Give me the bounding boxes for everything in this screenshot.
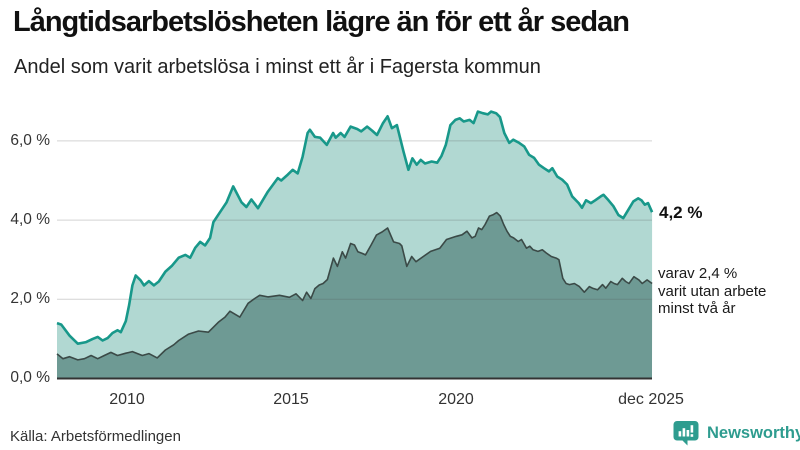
y-axis-tick-6: 6,0 % xyxy=(10,132,50,149)
newsworthy-brand: Newsworthy xyxy=(672,419,800,447)
chart-subtitle: Andel som varit arbetslösa i minst ett å… xyxy=(14,56,541,78)
series2-annotation-line3: minst två år xyxy=(658,300,736,317)
series2-annotation: varav 2,4 % varit utan arbete minst två … xyxy=(658,265,766,318)
source-credit: Källa: Arbetsförmedlingen xyxy=(10,428,181,445)
y-axis-tick-0: 0,0 % xyxy=(10,369,50,386)
x-axis-tick-2020: 2020 xyxy=(438,391,474,408)
newsworthy-logo-icon xyxy=(673,421,699,446)
series1-end-value-label: 4,2 % xyxy=(659,203,703,222)
page-title: Långtidsarbetslösheten lägre än för ett … xyxy=(13,6,630,38)
y-axis-tick-4: 4,0 % xyxy=(10,211,50,228)
series2-annotation-line1: varav 2,4 % xyxy=(658,265,738,282)
x-axis-tick-dec-2025: dec 2025 xyxy=(618,391,684,408)
x-axis-tick-2010: 2010 xyxy=(109,391,145,408)
series2-annotation-line2: varit utan arbete xyxy=(658,282,767,300)
newsworthy-wordmark: Newsworthy xyxy=(707,423,800,442)
x-axis-tick-2015: 2015 xyxy=(273,391,309,408)
y-axis-tick-2: 2,0 % xyxy=(10,290,50,307)
